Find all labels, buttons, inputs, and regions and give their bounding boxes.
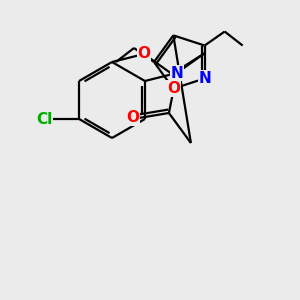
- Text: N: N: [170, 65, 183, 80]
- Text: O: O: [167, 81, 180, 96]
- Text: O: O: [137, 46, 151, 62]
- Text: N: N: [198, 71, 211, 86]
- Text: O: O: [126, 110, 140, 125]
- Text: Cl: Cl: [36, 112, 52, 127]
